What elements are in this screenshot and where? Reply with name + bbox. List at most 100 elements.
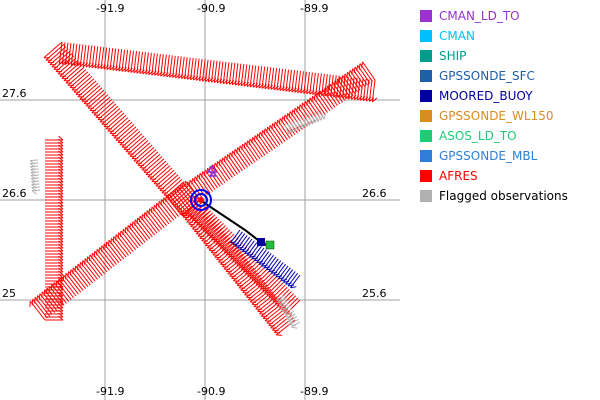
legend-item-cman[interactable]: CMAN bbox=[420, 26, 598, 46]
afres-barb bbox=[324, 87, 338, 106]
afres-barb bbox=[107, 114, 127, 132]
legend-swatch bbox=[420, 90, 432, 102]
afres-barb bbox=[210, 237, 231, 253]
afres-barb bbox=[202, 216, 218, 232]
storm-center-ring-inner bbox=[194, 193, 208, 207]
afres-barb bbox=[137, 217, 153, 238]
afres-barb bbox=[225, 62, 230, 85]
storm-center-dot bbox=[198, 197, 204, 203]
afres-barb bbox=[69, 71, 89, 88]
afres-barb bbox=[254, 135, 268, 154]
afres-barb bbox=[234, 149, 248, 168]
afres-barb bbox=[149, 208, 165, 228]
moored-buoy-barb bbox=[261, 253, 272, 267]
afres-barb bbox=[151, 165, 171, 182]
afres-barb bbox=[206, 232, 227, 249]
afres-barb bbox=[238, 272, 259, 289]
afres-barb bbox=[103, 243, 120, 264]
moored-buoy-barb bbox=[277, 265, 289, 280]
moored-buoy-barb bbox=[268, 258, 279, 272]
afres-barb bbox=[210, 60, 215, 83]
afres-barb bbox=[165, 195, 182, 216]
afres-barb bbox=[228, 62, 233, 85]
afres-barb bbox=[79, 82, 99, 100]
legend-item-asos-ld-to[interactable]: ASOS_LD_TO bbox=[420, 126, 598, 146]
legend-item-ship[interactable]: SHIP bbox=[420, 46, 598, 66]
flagged-barb bbox=[286, 313, 296, 320]
afres-barb bbox=[244, 279, 264, 296]
legend-item-moored-buoy[interactable]: MOORED_BUOY bbox=[420, 86, 598, 106]
afres-barb bbox=[352, 68, 366, 88]
legend-label: ASOS_LD_TO bbox=[439, 129, 517, 143]
afres-barb bbox=[337, 78, 351, 98]
afres-barb bbox=[192, 58, 197, 81]
afres-barb bbox=[249, 286, 270, 303]
afres-barb bbox=[115, 234, 132, 254]
afres-barb bbox=[224, 155, 238, 175]
legend-item-afres[interactable]: AFRES bbox=[420, 166, 598, 186]
afres-barb bbox=[262, 276, 277, 292]
afres-barb bbox=[163, 197, 179, 217]
moored-buoy-barb bbox=[263, 254, 275, 269]
legend-item-gpssonde-mbl[interactable]: GPSSONDE_MBL bbox=[420, 146, 598, 166]
afres-barb bbox=[63, 64, 83, 82]
afres-barb bbox=[219, 159, 233, 178]
afres-barb bbox=[344, 73, 358, 93]
map-panel[interactable]: -91.9 -90.9 -89.9 -91.9 -90.9 -89.9 27.6… bbox=[0, 0, 400, 400]
afres-barb bbox=[208, 234, 229, 251]
afres-barb bbox=[267, 67, 272, 90]
afres-barb bbox=[119, 128, 139, 146]
afres-barb bbox=[91, 252, 108, 273]
afres-barb bbox=[106, 47, 111, 70]
afres-barb bbox=[194, 208, 209, 224]
afres-barb bbox=[115, 124, 135, 141]
afres-barb bbox=[123, 133, 143, 150]
afres-barb bbox=[332, 82, 346, 101]
afres-barb bbox=[270, 284, 286, 300]
afres-barb bbox=[82, 260, 98, 280]
afres-barb bbox=[204, 59, 209, 82]
afres-barb bbox=[73, 75, 93, 93]
afres-barb bbox=[334, 80, 348, 100]
legend-item-gpssonde-wl150[interactable]: GPSSONDE_WL150 bbox=[420, 106, 598, 126]
afres-barb bbox=[203, 227, 223, 244]
moored-buoy-barb bbox=[232, 231, 243, 245]
afres-barb bbox=[58, 41, 63, 64]
legend-item-gpssonde-sfc[interactable]: GPSSONDE_SFC bbox=[420, 66, 598, 86]
lat-tick-left-2: 26.6 bbox=[2, 187, 27, 200]
flagged-barb bbox=[296, 119, 302, 130]
afres-barb bbox=[109, 117, 129, 134]
afres-barb bbox=[91, 96, 111, 114]
afres-barb bbox=[247, 284, 268, 300]
flagged-barb bbox=[30, 165, 39, 168]
flagged-barb bbox=[284, 124, 290, 135]
map-plot[interactable]: -91.9 -90.9 -89.9 -91.9 -90.9 -89.9 27.6… bbox=[0, 0, 400, 400]
flagged-barb bbox=[302, 117, 307, 127]
afres-barb bbox=[196, 210, 211, 226]
afres-barb bbox=[160, 54, 164, 77]
afres-barb bbox=[252, 65, 257, 88]
afres-barb bbox=[51, 284, 67, 304]
legend-item-flagged-observations[interactable]: Flagged observations bbox=[420, 186, 598, 206]
afres-barb bbox=[255, 65, 260, 88]
legend-swatch bbox=[420, 110, 432, 122]
afres-barb bbox=[82, 44, 87, 67]
afres-barb bbox=[309, 97, 323, 117]
afres-barb bbox=[91, 45, 96, 68]
afres-barb bbox=[34, 297, 51, 317]
afres-barb bbox=[113, 236, 129, 256]
legend-label: GPSSONDE_SFC bbox=[439, 69, 535, 83]
lon-tick-bottom-1: -91.9 bbox=[96, 385, 124, 398]
afres-barb bbox=[131, 142, 151, 159]
afres-barb bbox=[276, 68, 281, 91]
afres-barb bbox=[151, 53, 155, 76]
afres-barb bbox=[57, 57, 77, 75]
afres-barb bbox=[277, 119, 291, 139]
afres-barb bbox=[184, 204, 205, 220]
lat-tick-left-3: 25 bbox=[2, 287, 16, 300]
legend-item-cman-ld-to[interactable]: CMAN_LD_TO bbox=[420, 6, 598, 26]
afres-barb bbox=[309, 72, 313, 95]
afres-barb bbox=[87, 256, 103, 276]
legend: CMAN_LD_TO CMAN SHIP GPSSONDE_SFC MOORED… bbox=[420, 6, 598, 206]
afres-barb bbox=[197, 174, 211, 194]
